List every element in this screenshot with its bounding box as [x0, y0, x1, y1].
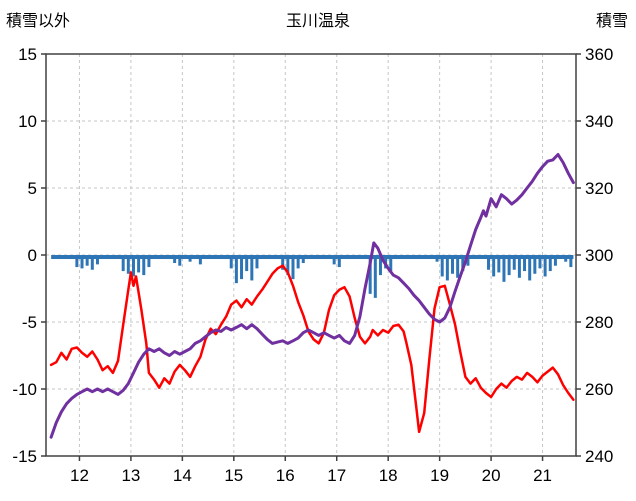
snow-bar — [121, 255, 125, 272]
snow-bar — [281, 255, 285, 270]
snow-bar — [95, 255, 99, 265]
snow-bar — [517, 255, 521, 278]
snow-bar — [90, 255, 94, 270]
left-axis-title: 積雪以外 — [6, 13, 71, 30]
x-tick-label: 21 — [533, 466, 552, 485]
snow-bar — [337, 255, 341, 268]
x-tick-label: 17 — [327, 466, 346, 485]
right-tick-label: 360 — [585, 45, 613, 64]
snow-bar — [512, 255, 516, 270]
snow-bar — [451, 255, 455, 274]
snow-bar — [75, 255, 79, 268]
snow-bar — [553, 255, 557, 266]
left-tick-label: -10 — [12, 380, 37, 399]
snow-bar — [461, 255, 465, 272]
snow-bar — [291, 255, 295, 280]
right-tick-label: 320 — [585, 179, 613, 198]
snow-bar — [332, 255, 336, 265]
snow-bar — [378, 255, 382, 276]
snow-bar — [229, 255, 233, 269]
snow-bar — [147, 255, 151, 268]
snow-bar — [507, 255, 511, 276]
snow-bar — [373, 255, 377, 298]
snow-bar — [538, 255, 542, 269]
snow-bar — [137, 255, 141, 273]
snow-bar — [528, 255, 532, 281]
left-tick-label: 10 — [18, 112, 37, 131]
x-tick-label: 20 — [482, 466, 501, 485]
snow-bar — [286, 255, 290, 276]
snow-bar — [502, 255, 506, 282]
snow-bar — [234, 255, 238, 284]
snow-bar — [255, 255, 259, 269]
right-tick-label: 260 — [585, 380, 613, 399]
right-tick-label: 240 — [585, 447, 613, 466]
right-tick-label: 280 — [585, 313, 613, 332]
snow-bar — [250, 255, 254, 281]
series-purple — [49, 153, 575, 439]
snow-bar — [456, 255, 460, 278]
series-red — [49, 264, 575, 434]
snow-bar — [301, 255, 305, 264]
snow-bar — [523, 255, 527, 272]
snow-bar — [296, 255, 300, 269]
snow-bar — [126, 255, 130, 274]
snow-bar — [142, 255, 146, 276]
snow-bar — [173, 255, 177, 264]
snow-bar — [569, 255, 573, 268]
snow-bar — [466, 255, 470, 266]
snow-bar — [85, 255, 89, 266]
x-tick-label: 13 — [121, 466, 140, 485]
snow-bar — [435, 255, 439, 262]
snow-bar — [543, 255, 547, 277]
left-tick-label: 5 — [28, 179, 37, 198]
snow-bar — [245, 255, 249, 272]
snow-bar — [548, 255, 552, 272]
x-tick-label: 19 — [430, 466, 449, 485]
snow-bar — [80, 255, 84, 269]
snow-bars-baseline — [51, 255, 574, 260]
snow-bar — [492, 255, 496, 277]
snow-bar — [131, 255, 135, 277]
left-tick-label: 15 — [18, 45, 37, 64]
left-tick-label: -15 — [12, 447, 37, 466]
snow-bar — [497, 255, 501, 273]
snow-bar — [564, 255, 568, 262]
snow-bar — [445, 255, 449, 281]
snow-bar — [188, 255, 192, 262]
snow-bar — [487, 255, 491, 270]
snow-bar — [440, 255, 444, 277]
snow-bar — [389, 255, 393, 272]
x-tick-label: 16 — [276, 466, 295, 485]
x-tick-label: 18 — [379, 466, 398, 485]
snow-bar — [198, 255, 202, 265]
right-tick-label: 340 — [585, 112, 613, 131]
left-tick-label: -5 — [22, 313, 37, 332]
snow-bar — [533, 255, 537, 274]
x-tick-label: 12 — [70, 466, 89, 485]
x-tick-label: 14 — [173, 466, 192, 485]
snow-bar — [178, 255, 182, 266]
right-axis-title: 積雪 — [595, 13, 628, 30]
snow-bar — [240, 255, 244, 280]
snow-bar — [368, 255, 372, 294]
right-tick-label: 300 — [585, 246, 613, 265]
chart-title: 玉川温泉 — [285, 13, 350, 30]
x-tick-label: 15 — [224, 466, 243, 485]
left-tick-label: 0 — [28, 246, 37, 265]
